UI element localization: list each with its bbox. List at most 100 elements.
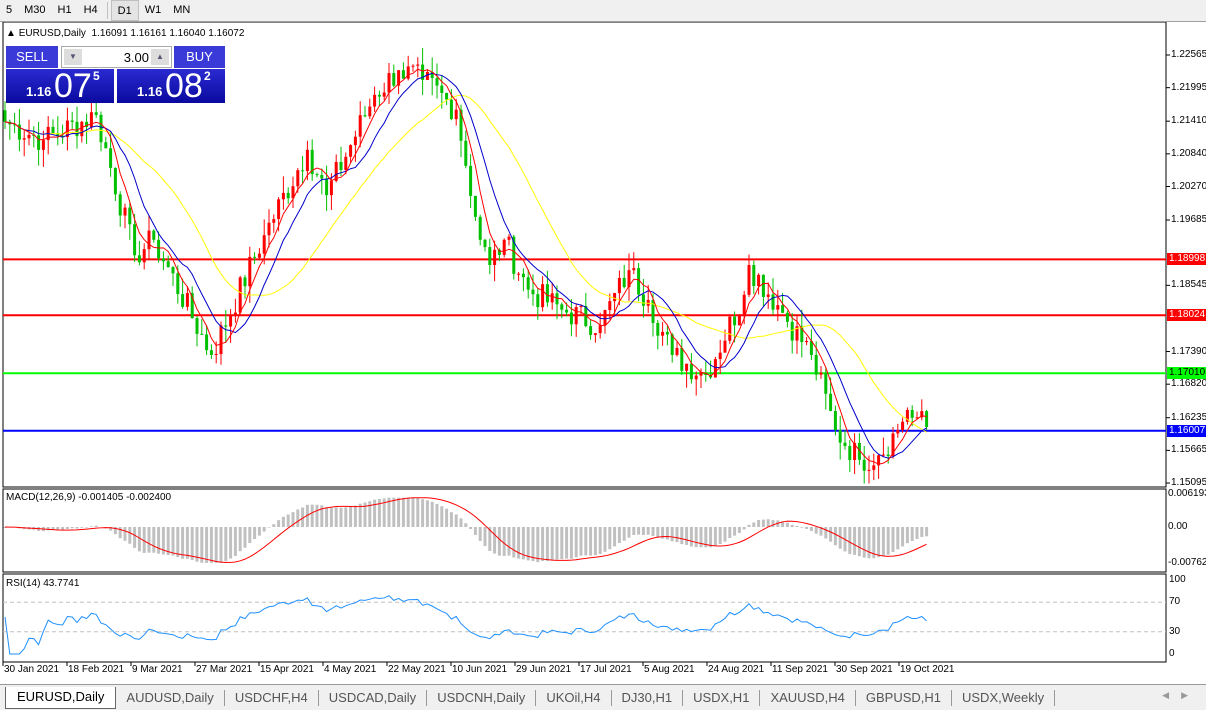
timeframe-5[interactable]: 5 xyxy=(6,4,13,16)
macd-histogram-bar xyxy=(147,527,151,553)
candle-body xyxy=(243,277,247,287)
macd-histogram-bar xyxy=(469,527,473,530)
macd-histogram-bar xyxy=(109,527,113,531)
macd-histogram-bar xyxy=(435,503,439,527)
candle-body xyxy=(805,341,809,343)
candle-body xyxy=(401,70,405,79)
candle-body xyxy=(651,299,655,323)
candle-body xyxy=(473,195,477,217)
candle-body xyxy=(200,333,204,335)
macd-histogram-bar xyxy=(757,520,761,527)
sell-price-pips: 07 xyxy=(54,67,92,105)
candle-body xyxy=(229,315,233,327)
tab-scroll[interactable]: ◀▶ xyxy=(1162,690,1200,701)
macd-histogram-bar xyxy=(473,527,477,535)
price-axis-label: 1.15095 xyxy=(1171,477,1206,489)
tab-usdchf-h4[interactable]: USDCHF,H4 xyxy=(225,689,319,706)
candle-body xyxy=(661,331,665,336)
buy-price[interactable]: 1.16 08 2 xyxy=(117,67,225,105)
tab-usdx-h1[interactable]: USDX,H1 xyxy=(683,689,761,706)
timeframe-w1[interactable]: W1 xyxy=(144,4,162,16)
tab-usdx-weekly[interactable]: USDX,Weekly xyxy=(952,689,1056,706)
time-axis-label: 24 Aug 2021 xyxy=(708,664,765,675)
chart-canvas[interactable] xyxy=(0,22,1206,684)
candle-body xyxy=(137,255,141,263)
macd-histogram-bar xyxy=(800,527,804,528)
candle-body xyxy=(641,294,645,306)
macd-histogram-bar xyxy=(157,527,161,554)
candle-body xyxy=(248,256,252,287)
macd-axis-label: -0.00762 xyxy=(1168,557,1206,568)
macd-histogram-bar xyxy=(464,523,468,527)
timeframe-mn[interactable]: MN xyxy=(173,4,191,16)
candle-body xyxy=(829,393,833,412)
macd-histogram-bar xyxy=(901,527,905,547)
collapse-triangle-icon[interactable]: ▲ xyxy=(6,28,16,39)
macd-histogram-bar xyxy=(454,514,458,527)
candle-body xyxy=(435,78,439,86)
time-axis-label: 5 Aug 2021 xyxy=(644,664,695,675)
macd-histogram-bar xyxy=(713,527,717,546)
candle-body xyxy=(113,167,117,195)
candle-body xyxy=(262,235,266,254)
chart-window[interactable] xyxy=(0,22,1206,684)
tab-dj30-h1[interactable]: DJ30,H1 xyxy=(612,689,684,706)
candle-body xyxy=(680,347,684,371)
candle-body xyxy=(718,352,722,360)
macd-histogram-bar xyxy=(857,527,861,557)
macd-histogram-bar xyxy=(392,497,396,527)
candle-body xyxy=(109,148,113,168)
macd-histogram-bar xyxy=(205,527,209,563)
scroll-right-icon[interactable]: ▶ xyxy=(1181,690,1200,700)
macd-histogram-bar xyxy=(349,506,353,527)
timeframe-h4[interactable]: H4 xyxy=(83,4,98,16)
tab-gbpusd-h1[interactable]: GBPUSD,H1 xyxy=(856,689,952,706)
macd-histogram-bar xyxy=(353,505,357,527)
macd-histogram-bar xyxy=(70,527,74,529)
candle-body xyxy=(406,66,410,79)
macd-histogram-bar xyxy=(752,522,756,527)
macd-histogram-bar xyxy=(507,527,511,556)
macd-histogram-bar xyxy=(848,527,852,555)
tab-audusd-daily[interactable]: AUDUSD,Daily xyxy=(116,689,225,706)
lot-decrease-icon[interactable]: ▼ xyxy=(64,49,82,65)
macd-histogram-bar xyxy=(209,527,213,563)
candle-body xyxy=(325,178,329,196)
candle-body xyxy=(493,249,497,266)
lot-increase-icon[interactable]: ▲ xyxy=(151,49,169,65)
sell-button[interactable]: SELL xyxy=(6,46,58,68)
candle-body xyxy=(449,99,453,120)
lot-value[interactable]: 3.00 xyxy=(123,50,149,65)
buy-button[interactable]: BUY xyxy=(174,46,225,68)
tab-usdcad-daily[interactable]: USDCAD,Daily xyxy=(319,689,428,706)
macd-histogram-bar xyxy=(536,527,540,563)
timeframe-d1[interactable]: D1 xyxy=(110,0,139,21)
candle-body xyxy=(37,135,41,150)
macd-histogram-bar xyxy=(267,527,271,528)
sell-price[interactable]: 1.16 07 5 xyxy=(6,67,114,105)
candle-body xyxy=(205,334,209,351)
macd-histogram-bar xyxy=(670,527,674,542)
macd-histogram-bar xyxy=(89,526,93,527)
timeframe-h1[interactable]: H1 xyxy=(57,4,72,16)
tab-ukoil-h4[interactable]: UKOil,H4 xyxy=(536,689,612,706)
candle-body xyxy=(147,230,151,250)
tab-usdcnh-daily[interactable]: USDCNH,Daily xyxy=(427,689,537,706)
candle-body xyxy=(281,192,285,200)
time-axis-label: 30 Sep 2021 xyxy=(836,664,893,675)
macd-histogram-bar xyxy=(449,512,453,527)
tab-xauusd-h4[interactable]: XAUUSD,H4 xyxy=(760,689,856,706)
level-price-label: 1.18998 xyxy=(1167,253,1206,266)
candle-body xyxy=(65,120,69,138)
lot-size-input[interactable]: ▼ 3.00 ▲ xyxy=(61,46,172,68)
candle-body xyxy=(315,174,319,176)
timeframe-m30[interactable]: M30 xyxy=(24,4,46,16)
candle-body xyxy=(411,65,415,67)
scroll-left-icon[interactable]: ◀ xyxy=(1162,690,1182,700)
tab-eurusd-daily[interactable]: EURUSD,Daily xyxy=(5,686,117,709)
candle-body xyxy=(536,294,540,308)
sell-price-fraction: 5 xyxy=(93,69,100,83)
macd-histogram-bar xyxy=(617,527,621,543)
candle-body xyxy=(910,409,914,418)
macd-histogram-bar xyxy=(699,527,703,548)
